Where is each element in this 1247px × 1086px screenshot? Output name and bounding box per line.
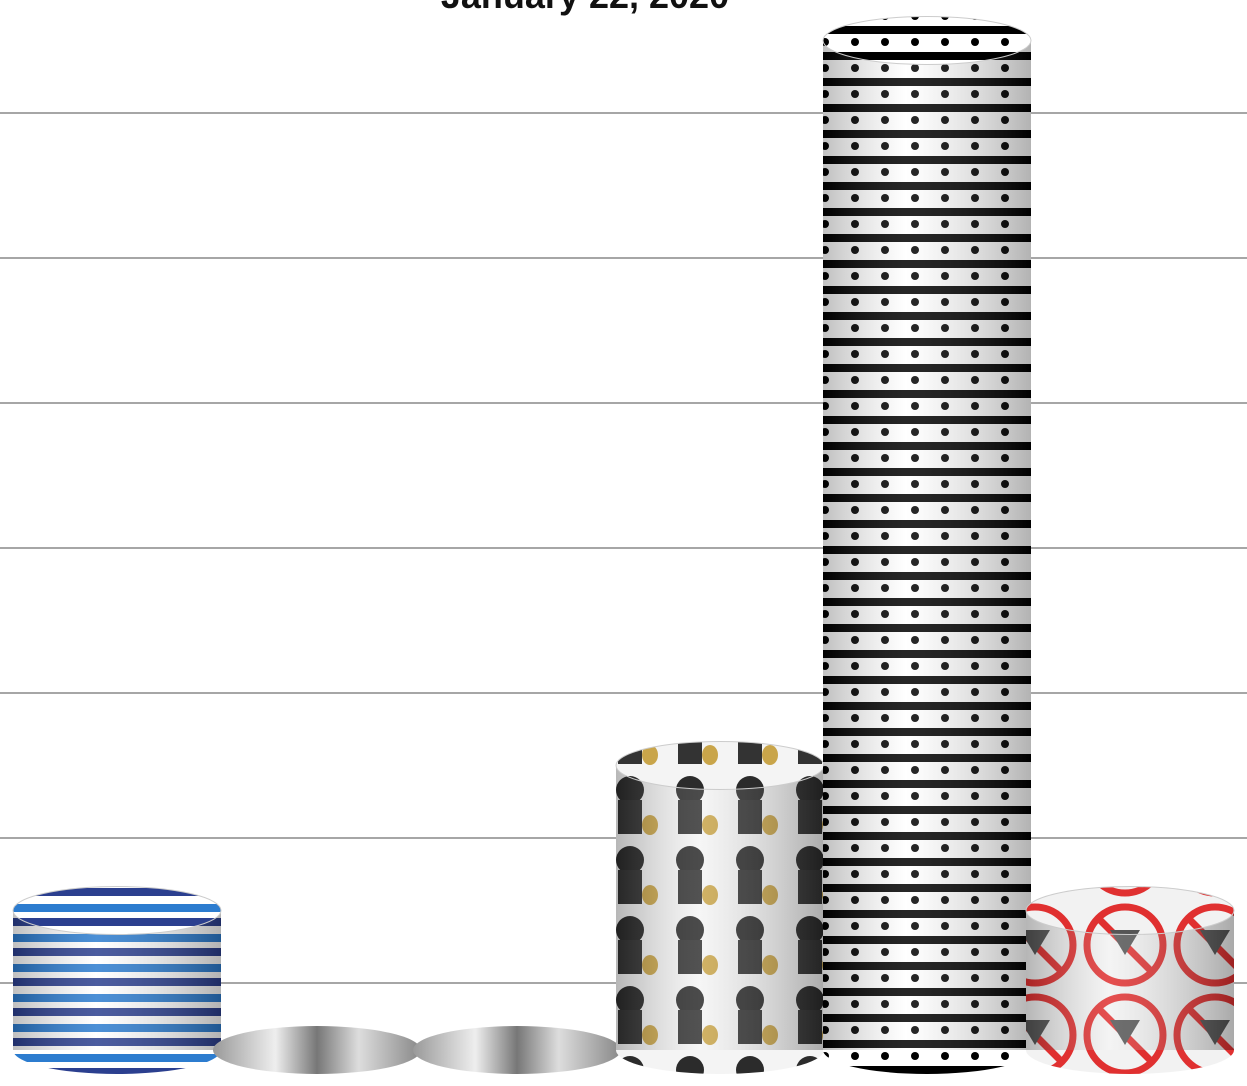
chart-title: January 22, 2020 bbox=[441, 0, 729, 16]
cylinder-top bbox=[615, 741, 825, 790]
cylinder-top bbox=[1025, 886, 1235, 935]
cylinder-shade bbox=[616, 765, 824, 1050]
cylinder bbox=[615, 741, 825, 1074]
cylinder-base bbox=[413, 1026, 621, 1074]
cylinder-shade bbox=[823, 40, 1031, 1050]
cylinder bbox=[413, 1026, 621, 1074]
cylinder bbox=[213, 1026, 421, 1074]
cylinder-top bbox=[12, 886, 222, 935]
cylinder bbox=[822, 16, 1032, 1074]
cylinder-top bbox=[822, 16, 1032, 65]
cylinder bbox=[1025, 886, 1235, 1074]
cylinder-base bbox=[213, 1026, 421, 1074]
cylinder bbox=[12, 886, 222, 1074]
